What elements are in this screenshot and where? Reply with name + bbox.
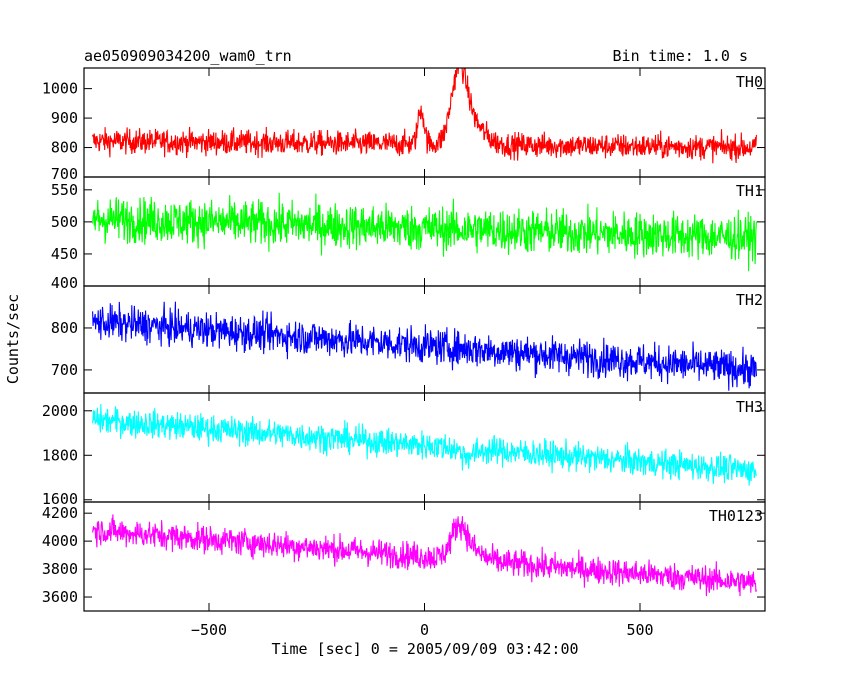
- series-th0: [92, 68, 757, 164]
- y-axis-label: Counts/sec: [4, 294, 22, 384]
- y-tick-label: 1800: [42, 446, 78, 464]
- y-tick-label: 700: [51, 165, 78, 183]
- series-th3: [92, 403, 757, 486]
- y-tick-label: 900: [51, 109, 78, 127]
- panel-th0: 700 800 900 1000 TH0: [42, 67, 766, 183]
- chart-title: ae050909034200_wam0_trn: [84, 47, 292, 65]
- panel-label: TH0: [736, 73, 763, 91]
- panel-th0123: 3600 3800 4000 4200 TH0123: [42, 501, 766, 612]
- panel-label: TH3: [736, 398, 763, 416]
- y-tick-label: 450: [51, 245, 78, 263]
- panels: 700 800 900 1000 TH0 400 450 500 550 TH1 700 800 TH2…: [42, 67, 766, 639]
- x-tick-label: −500: [191, 621, 227, 639]
- panel-label: TH1: [736, 182, 763, 200]
- y-tick-label: 550: [51, 181, 78, 199]
- panel-frame: [83, 392, 766, 503]
- panel-label: TH2: [736, 291, 763, 309]
- y-tick-label: 1600: [42, 490, 78, 508]
- y-tick-label: 1000: [42, 80, 78, 98]
- x-tick-label: 0: [420, 621, 429, 639]
- y-tick-label: 400: [51, 274, 78, 292]
- y-tick-label: 800: [51, 319, 78, 337]
- series-th2: [92, 301, 757, 391]
- series-th0123: [92, 514, 757, 597]
- y-tick-label: 4200: [42, 504, 78, 522]
- x-axis-label: Time [sec] 0 = 2005/09/09 03:42:00: [271, 640, 578, 658]
- panel-frame: [83, 67, 766, 178]
- panel-th3: 1600 1800 2000 TH3: [42, 392, 766, 508]
- y-tick-label: 500: [51, 213, 78, 231]
- series-th1: [92, 192, 757, 272]
- panel-th1: 400 450 500 550 TH1: [51, 176, 766, 292]
- y-tick-label: 800: [51, 139, 78, 157]
- x-tick-label: 500: [626, 621, 653, 639]
- panel-label: TH0123: [709, 507, 763, 525]
- y-tick-label: 700: [51, 361, 78, 379]
- panel-th2: 700 800 TH2: [51, 285, 766, 394]
- y-tick-label: 4000: [42, 532, 78, 550]
- bin-time-label: Bin time: 1.0 s: [613, 47, 748, 65]
- y-tick-label: 2000: [42, 402, 78, 420]
- y-tick-label: 3800: [42, 560, 78, 578]
- y-tick-label: 3600: [42, 588, 78, 606]
